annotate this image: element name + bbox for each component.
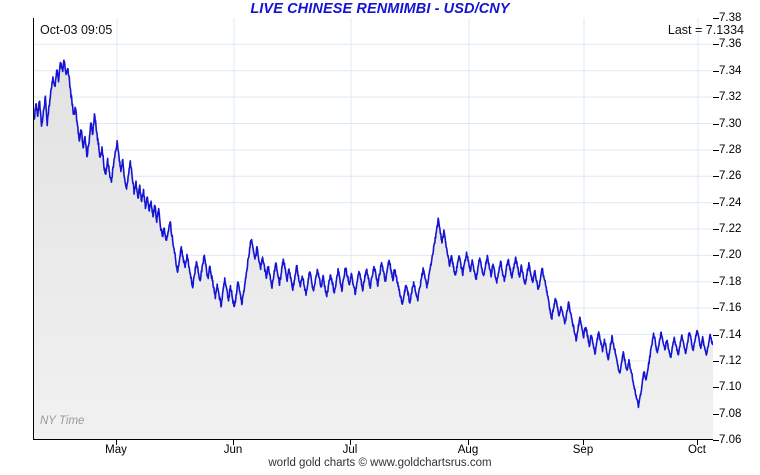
y-axis-tick-label: 7.24: [719, 196, 742, 209]
y-axis-tick-label: 7.22: [719, 223, 742, 235]
y-axis-tick-label: 7.34: [719, 64, 742, 77]
timestamp-label: Oct-03 09:05: [40, 23, 113, 37]
x-axis-tick-label: Aug: [457, 444, 479, 456]
y-axis-tick-label: 7.26: [719, 170, 742, 183]
y-axis-tick-mark: [713, 387, 719, 389]
y-axis-tick-label: 7.06: [719, 434, 742, 446]
price-area-fill: [34, 60, 713, 439]
y-axis-tick-mark: [713, 360, 719, 362]
y-axis-tick-label: 7.38: [719, 12, 742, 24]
y-axis-tick-mark: [713, 281, 719, 283]
y-axis-tick-label: 7.14: [719, 328, 742, 341]
x-axis-tick-mark: [468, 440, 469, 445]
x-axis-tick-label: Oct: [688, 444, 706, 456]
y-axis-tick-label: 7.20: [719, 249, 742, 262]
y-axis-tick-label: 7.10: [719, 381, 742, 394]
footer-credit: world gold charts © www.goldchartsrus.co…: [268, 457, 492, 469]
y-axis-tick-label: 7.16: [719, 302, 742, 315]
y-axis-tick-label: 7.36: [719, 38, 742, 51]
y-axis-tick-mark: [713, 149, 719, 151]
x-axis-tick-mark: [583, 440, 584, 445]
price-series: [34, 59, 713, 439]
x-axis-tick-mark: [233, 440, 234, 445]
x-axis-tick-mark: [697, 440, 698, 445]
y-axis-tick-mark: [713, 229, 719, 230]
y-axis-tick-mark: [713, 334, 719, 336]
y-axis-tick-mark: [713, 255, 719, 257]
y-axis-tick-label: 7.18: [719, 275, 742, 288]
x-axis-tick-label: May: [105, 444, 127, 456]
y-axis-tick-mark: [713, 123, 719, 125]
y-axis-tick-mark: [713, 440, 719, 441]
y-axis-tick-mark: [713, 97, 719, 99]
y-axis-tick-mark: [713, 18, 719, 19]
y-axis-tick-mark: [713, 413, 719, 415]
y-axis-tick-label: 7.30: [719, 117, 742, 130]
plot-area: [33, 18, 713, 440]
y-axis-tick-label: 7.12: [719, 354, 742, 367]
y-axis-tick-mark: [713, 44, 719, 46]
y-axis-tick-mark: [713, 176, 719, 178]
x-axis-tick-mark: [350, 440, 351, 445]
plot-inner: [34, 18, 713, 439]
x-axis-tick-label: Sep: [572, 444, 594, 456]
timezone-note: NY Time: [40, 415, 85, 427]
x-axis-tick-label: Jul: [342, 444, 358, 456]
x-axis-tick-label: Jun: [223, 444, 243, 456]
y-axis-tick-label: 7.32: [719, 91, 742, 104]
y-axis-tick-mark: [713, 202, 719, 204]
last-price-label: Last = 7.1334: [667, 23, 744, 37]
y-axis-tick-mark: [713, 308, 719, 310]
y-axis-tick-label: 7.28: [719, 143, 742, 156]
y-axis-tick-label: 7.08: [719, 407, 742, 420]
y-axis-tick-mark: [713, 70, 719, 72]
x-axis-tick-mark: [116, 440, 117, 445]
chart-title: LIVE CHINESE RENMIMBI - USD/CNY: [250, 1, 510, 17]
price-line: [34, 59, 713, 409]
